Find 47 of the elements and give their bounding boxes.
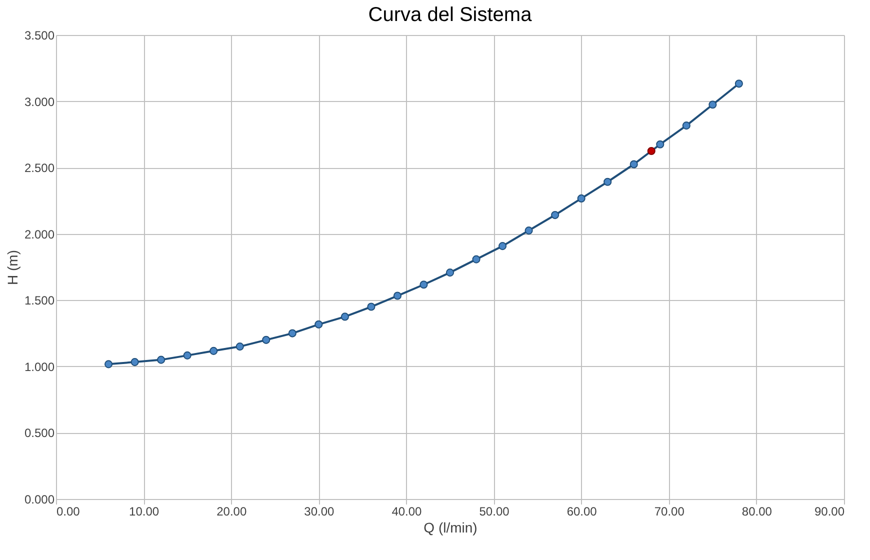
x-tick-label: 30.00 — [304, 504, 335, 518]
x-tick-label: 20.00 — [216, 504, 247, 518]
point — [708, 100, 717, 109]
y-tick-label: 0.500 — [24, 426, 55, 440]
point — [734, 80, 743, 88]
point — [524, 226, 533, 235]
x-tick-label: 10.00 — [129, 504, 160, 518]
point — [367, 302, 376, 311]
point — [551, 211, 560, 220]
point — [498, 242, 507, 250]
point — [236, 342, 244, 351]
y-axis-title: H (m) — [4, 250, 20, 285]
point — [130, 358, 139, 366]
point — [183, 351, 192, 360]
y-tick-label: 2.000 — [24, 227, 55, 242]
point — [446, 268, 454, 277]
y-tick-label: 0.000 — [24, 492, 55, 506]
point — [210, 346, 218, 355]
point — [682, 122, 690, 130]
point — [288, 329, 296, 338]
point — [104, 360, 113, 368]
point — [340, 312, 349, 321]
x-tick-label: 40.00 — [392, 504, 422, 518]
x-tick-label: 70.00 — [654, 504, 685, 518]
point — [472, 255, 480, 264]
x-axis-title: Q (l/min) — [424, 520, 478, 536]
y-tick-label: 1.500 — [24, 294, 55, 308]
point — [647, 146, 656, 156]
point — [656, 140, 664, 148]
point — [630, 160, 638, 168]
point — [314, 320, 323, 328]
point — [157, 356, 166, 364]
x-tick-label: 50.00 — [479, 504, 510, 518]
point — [577, 194, 586, 202]
point — [420, 280, 428, 289]
point — [604, 178, 612, 186]
y-tick-label: 1.000 — [24, 360, 55, 374]
y-tick-label: 3.500 — [24, 28, 55, 42]
chart-title: Curva del Sistema — [368, 4, 533, 26]
point — [393, 292, 402, 300]
x-tick-label: 90.00 — [814, 504, 845, 518]
x-tick-label: 80.00 — [742, 504, 772, 518]
point — [262, 336, 270, 344]
y-tick-label: 3.000 — [24, 94, 55, 109]
x-tick-label: 60.00 — [566, 504, 598, 518]
x-tick-label: 0.00 — [56, 504, 80, 518]
y-tick-label: 2.500 — [24, 161, 55, 176]
